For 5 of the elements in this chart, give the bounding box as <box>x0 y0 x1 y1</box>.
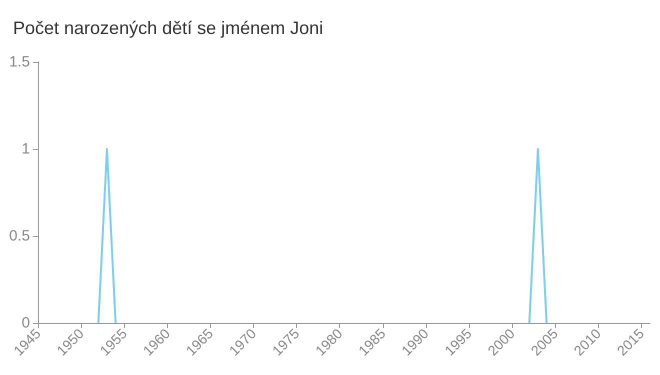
y-tick-label: 0 <box>22 314 30 332</box>
chart-title: Počet narozených dětí se jménem Joni <box>13 18 324 38</box>
y-tick-label: 0.5 <box>9 228 30 244</box>
y-tick-label: 1.5 <box>9 54 30 70</box>
y-tick-label: 1 <box>22 140 30 158</box>
